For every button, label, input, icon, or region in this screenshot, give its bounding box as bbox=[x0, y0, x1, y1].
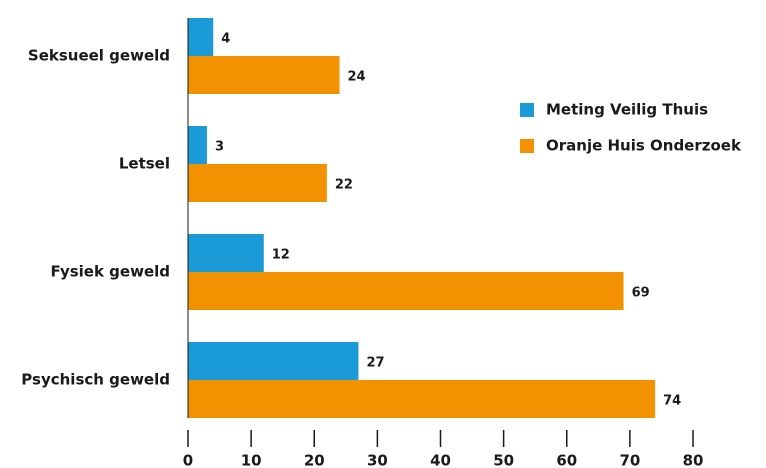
x-tick-label: 30 bbox=[367, 452, 388, 468]
bar bbox=[188, 272, 624, 310]
value-label: 12 bbox=[272, 248, 290, 263]
bar bbox=[188, 164, 327, 202]
bar bbox=[188, 18, 214, 56]
x-tick-label: 60 bbox=[556, 452, 577, 468]
x-tick-label: 10 bbox=[241, 452, 262, 468]
legend-label: Meting Veilig Thuis bbox=[546, 101, 708, 119]
value-label: 3 bbox=[215, 140, 224, 155]
bar bbox=[188, 380, 656, 418]
bar bbox=[188, 234, 264, 272]
value-label: 4 bbox=[221, 32, 230, 47]
legend-swatch bbox=[520, 103, 534, 117]
x-tick-label: 50 bbox=[493, 452, 514, 468]
value-label: 69 bbox=[632, 286, 650, 301]
x-tick-label: 80 bbox=[683, 452, 704, 468]
category-label: Fysiek geweld bbox=[51, 263, 170, 281]
legend-label: Oranje Huis Onderzoek bbox=[546, 137, 742, 155]
value-label: 22 bbox=[335, 178, 353, 193]
bar bbox=[188, 126, 207, 164]
bar bbox=[188, 56, 340, 94]
category-label: Letsel bbox=[119, 155, 170, 173]
value-label: 27 bbox=[366, 356, 384, 371]
x-tick-label: 70 bbox=[619, 452, 640, 468]
bar bbox=[188, 342, 359, 380]
category-label: Seksueel geweld bbox=[28, 47, 170, 65]
legend-swatch bbox=[520, 139, 534, 153]
value-label: 74 bbox=[663, 394, 681, 409]
x-tick-label: 20 bbox=[304, 452, 325, 468]
x-tick-label: 40 bbox=[430, 452, 451, 468]
x-tick-label: 0 bbox=[183, 452, 193, 468]
value-label: 24 bbox=[348, 70, 366, 85]
category-label: Psychisch geweld bbox=[21, 371, 170, 389]
